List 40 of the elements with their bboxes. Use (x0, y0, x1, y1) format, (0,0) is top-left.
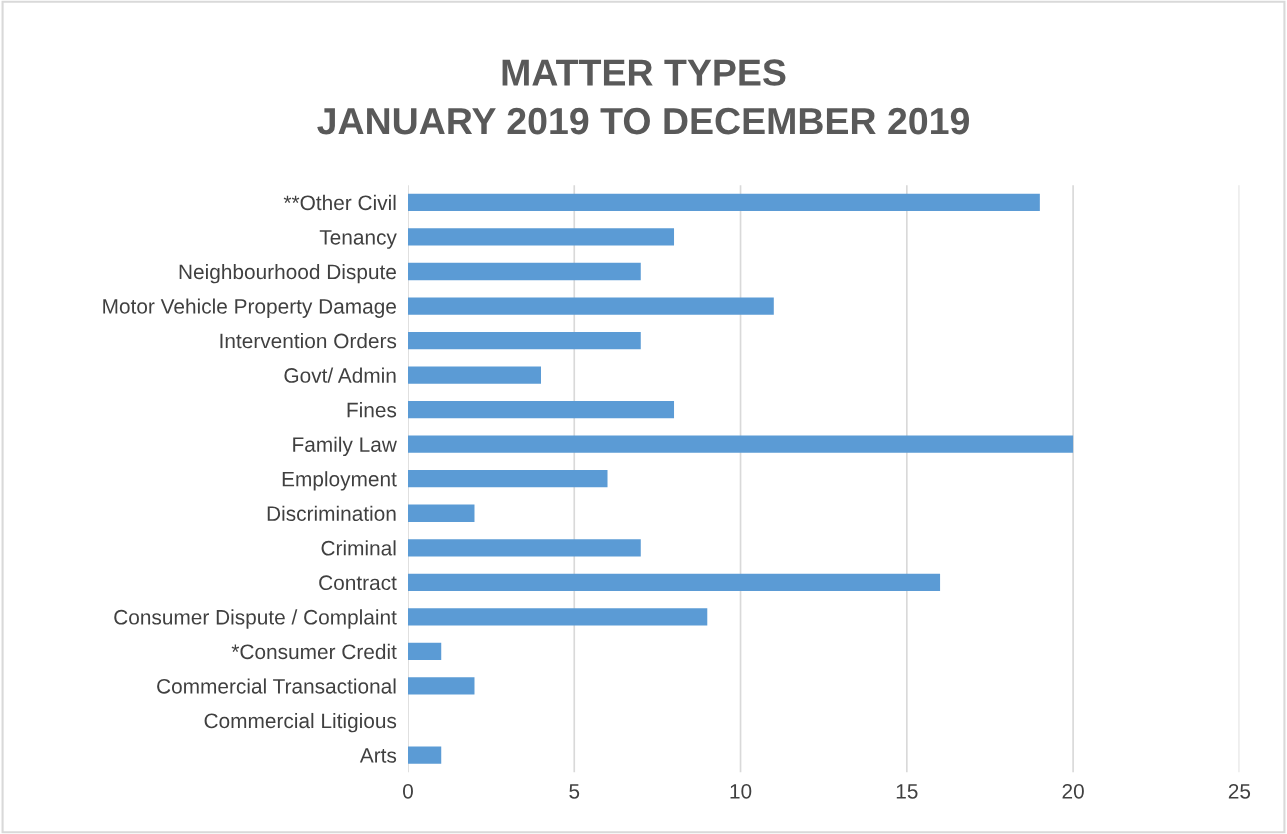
bar (407, 608, 708, 626)
y-tick-label: Intervention Orders (220, 333, 397, 349)
bar (407, 504, 475, 522)
y-tick-label: Arts (359, 748, 397, 763)
bar (407, 539, 641, 557)
y-tick-label: Employment (282, 471, 397, 491)
y-tick-label: Commercial Transactional (157, 678, 396, 694)
bar (407, 746, 442, 764)
y-tick-label: Consumer Dispute / Complaint (114, 609, 397, 629)
y-tick-label: Family Law (293, 436, 397, 457)
y-tick-label: Neighbourhood Dispute (179, 263, 396, 284)
y-tick-label: *Consumer Credit (231, 643, 397, 660)
bar (407, 677, 475, 695)
bar (407, 331, 641, 350)
chart-title: MATTER TYPES JANUARY 2019 TO DECEMBER 2019 (317, 59, 969, 135)
bar (407, 435, 1074, 453)
bar (407, 297, 774, 315)
bar (407, 366, 541, 384)
bar (407, 642, 442, 661)
bar (407, 193, 1040, 212)
bar (407, 262, 641, 281)
bar (407, 401, 675, 419)
bar (407, 228, 675, 246)
y-tick-label: Motor Vehicle Property Damage (103, 298, 396, 318)
y-tick-label: Criminal (321, 540, 396, 556)
bar (407, 470, 608, 488)
y-tick-label: Govt/ Admin (284, 367, 396, 383)
bar (407, 573, 941, 591)
x-tick-label: 25 (1228, 783, 1251, 799)
x-tick-label: 20 (1062, 783, 1084, 799)
x-tick-label: 5 (569, 784, 580, 799)
x-tick-label: 10 (730, 783, 752, 799)
y-tick-label: **Other Civil (283, 194, 396, 211)
x-tick-label: 0 (403, 783, 413, 799)
y-tick-label: Tenancy (319, 230, 397, 249)
y-tick-label: Commercial Litigious (204, 712, 397, 733)
x-tick-label: 15 (896, 784, 918, 799)
y-tick-label: Contract (319, 575, 397, 591)
y-tick-label: Fines (347, 402, 397, 418)
y-tick-label: Discrimination (267, 505, 396, 522)
